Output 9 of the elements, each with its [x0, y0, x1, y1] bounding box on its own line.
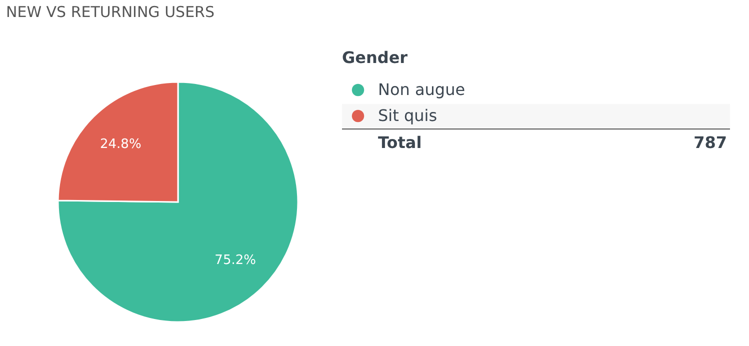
legend-title: Gender	[342, 48, 408, 67]
data-label: 75.2%	[214, 253, 256, 268]
data-label: 24.8%	[100, 136, 142, 152]
text: Total	[378, 133, 422, 152]
text: 787	[694, 133, 727, 152]
pie-slice	[57, 81, 299, 323]
legend-label: Non augue	[378, 80, 466, 99]
legend-label: Sit quis	[378, 106, 438, 125]
chart-title: NEW VS RETURNING USERS	[6, 3, 214, 21]
